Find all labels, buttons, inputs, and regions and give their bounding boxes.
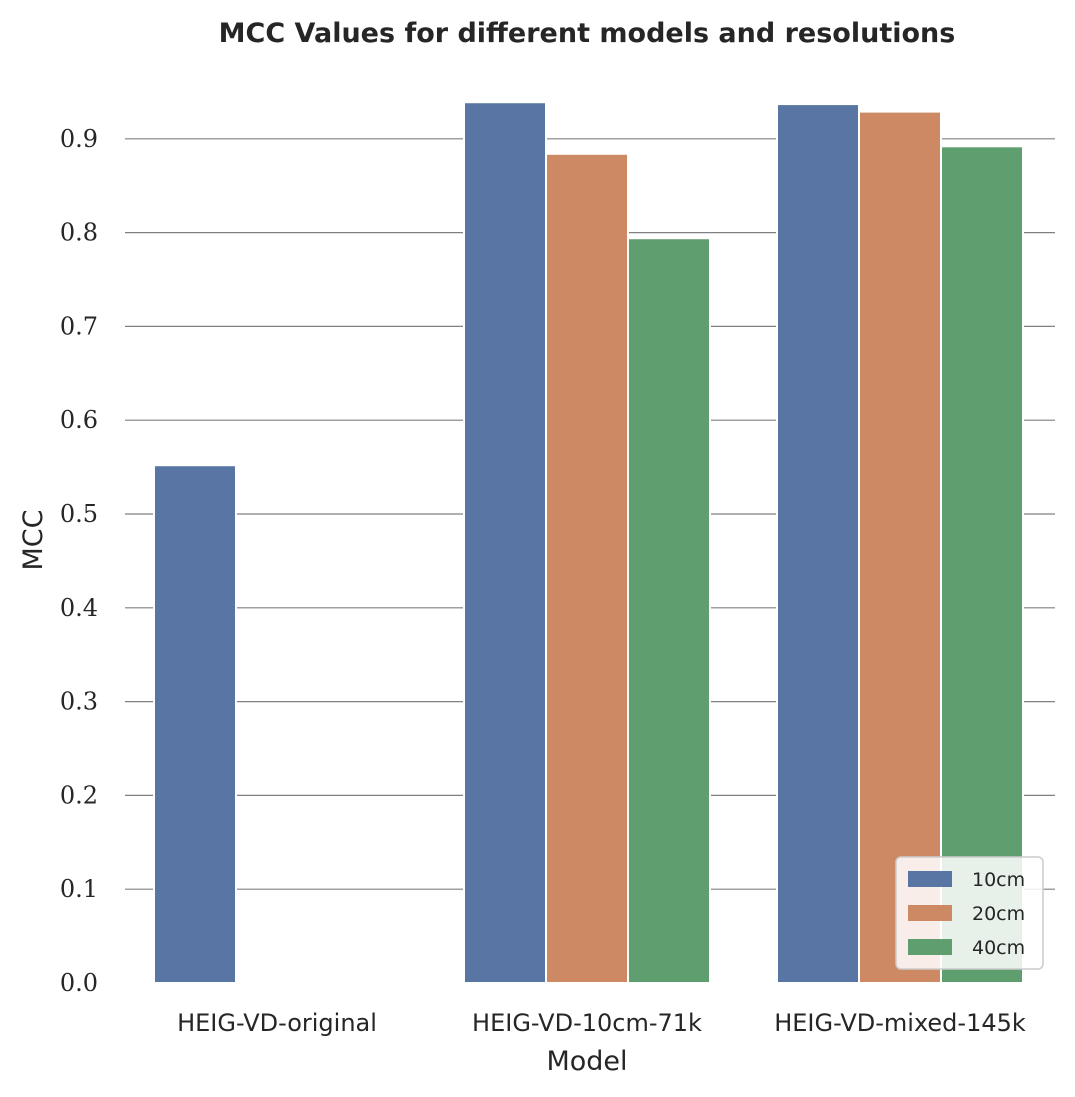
bar-20cm-HEIG-VD-10cm-71k <box>545 152 629 985</box>
bar-20cm-HEIG-VD-mixed-145k <box>858 110 942 984</box>
legend-swatch-10cm <box>908 871 952 887</box>
y-tick-label: 0.5 <box>60 500 98 528</box>
y-tick-label: 0.6 <box>60 406 98 434</box>
legend-swatch-40cm <box>908 939 952 955</box>
legend: 10cm 20cm 40cm <box>895 856 1044 970</box>
x-tick-label: HEIG-VD-mixed-145k <box>774 1009 1026 1037</box>
bar-10cm-HEIG-VD-10cm-71k <box>463 101 547 984</box>
bars <box>153 101 1024 985</box>
bar-10cm-HEIG-VD-original <box>153 464 237 984</box>
legend-swatch-20cm <box>908 905 952 921</box>
y-axis-label: MCC <box>18 509 49 570</box>
y-tick-label: 0.7 <box>60 312 98 340</box>
legend-label-20cm: 20cm <box>972 903 1025 925</box>
legend-label-10cm: 10cm <box>972 869 1025 891</box>
bar-40cm-HEIG-VD-mixed-145k <box>940 145 1024 984</box>
bar-10cm-HEIG-VD-mixed-145k <box>776 103 860 985</box>
y-tick-label: 0.0 <box>60 969 98 997</box>
x-axis-label: Model <box>546 1046 627 1077</box>
y-tick-label: 0.1 <box>60 875 98 903</box>
y-tick-labels: 0.0 0.1 0.2 0.3 0.4 0.5 0.6 0.7 0.8 0.9 <box>60 125 98 997</box>
bar-40cm-HEIG-VD-10cm-71k <box>627 237 711 984</box>
y-tick-label: 0.2 <box>60 781 98 809</box>
chart-title: MCC Values for different models and reso… <box>219 18 956 49</box>
y-tick-label: 0.3 <box>60 688 98 716</box>
y-tick-label: 0.4 <box>60 594 98 622</box>
x-tick-label: HEIG-VD-original <box>177 1009 377 1037</box>
x-tick-label: HEIG-VD-10cm-71k <box>472 1009 702 1037</box>
y-tick-label: 0.9 <box>60 125 98 153</box>
y-tick-label: 0.8 <box>60 219 98 247</box>
legend-label-40cm: 40cm <box>972 937 1025 959</box>
x-tick-labels: HEIG-VD-original HEIG-VD-10cm-71k HEIG-VD-… <box>177 1009 1026 1037</box>
